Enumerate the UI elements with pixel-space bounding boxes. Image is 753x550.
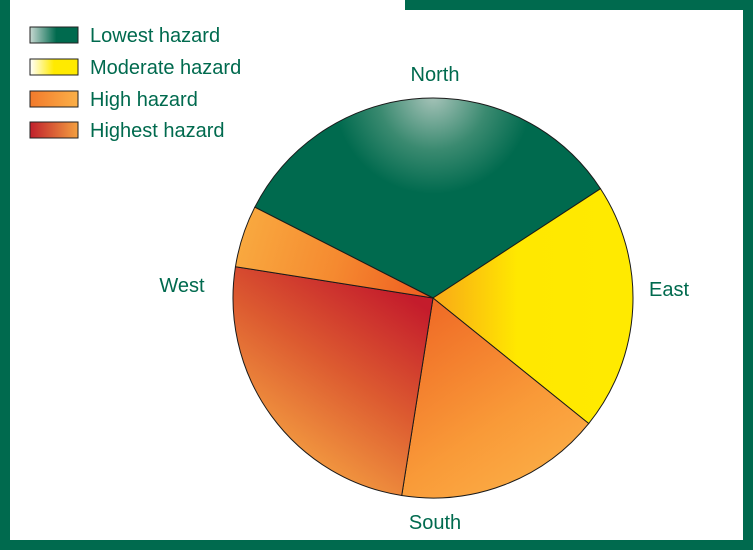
legend: Lowest hazard Moderate hazard High hazar… — [29, 25, 241, 142]
pie-slice-east — [432, 188, 634, 425]
pie-slices — [232, 97, 634, 499]
legend-label-high: High hazard — [90, 89, 198, 111]
label-west: West — [159, 275, 205, 297]
label-north: North — [411, 64, 460, 86]
pie-slice-south-west — [232, 266, 434, 497]
legend-label-moderate: Moderate hazard — [90, 57, 241, 79]
legend-label-lowest: Lowest hazard — [90, 25, 220, 47]
legend-swatch-lowest — [29, 26, 79, 44]
label-east: East — [649, 279, 689, 301]
pie-slice-west — [234, 206, 434, 299]
pie-slice-north — [254, 97, 602, 299]
pie-slice-south — [401, 297, 590, 499]
legend-label-highest: Highest hazard — [90, 120, 225, 142]
legend-swatch-moderate — [29, 58, 79, 76]
legend-swatch-high — [29, 90, 79, 108]
legend-swatch-highest — [29, 121, 79, 139]
label-south: South — [409, 512, 461, 534]
